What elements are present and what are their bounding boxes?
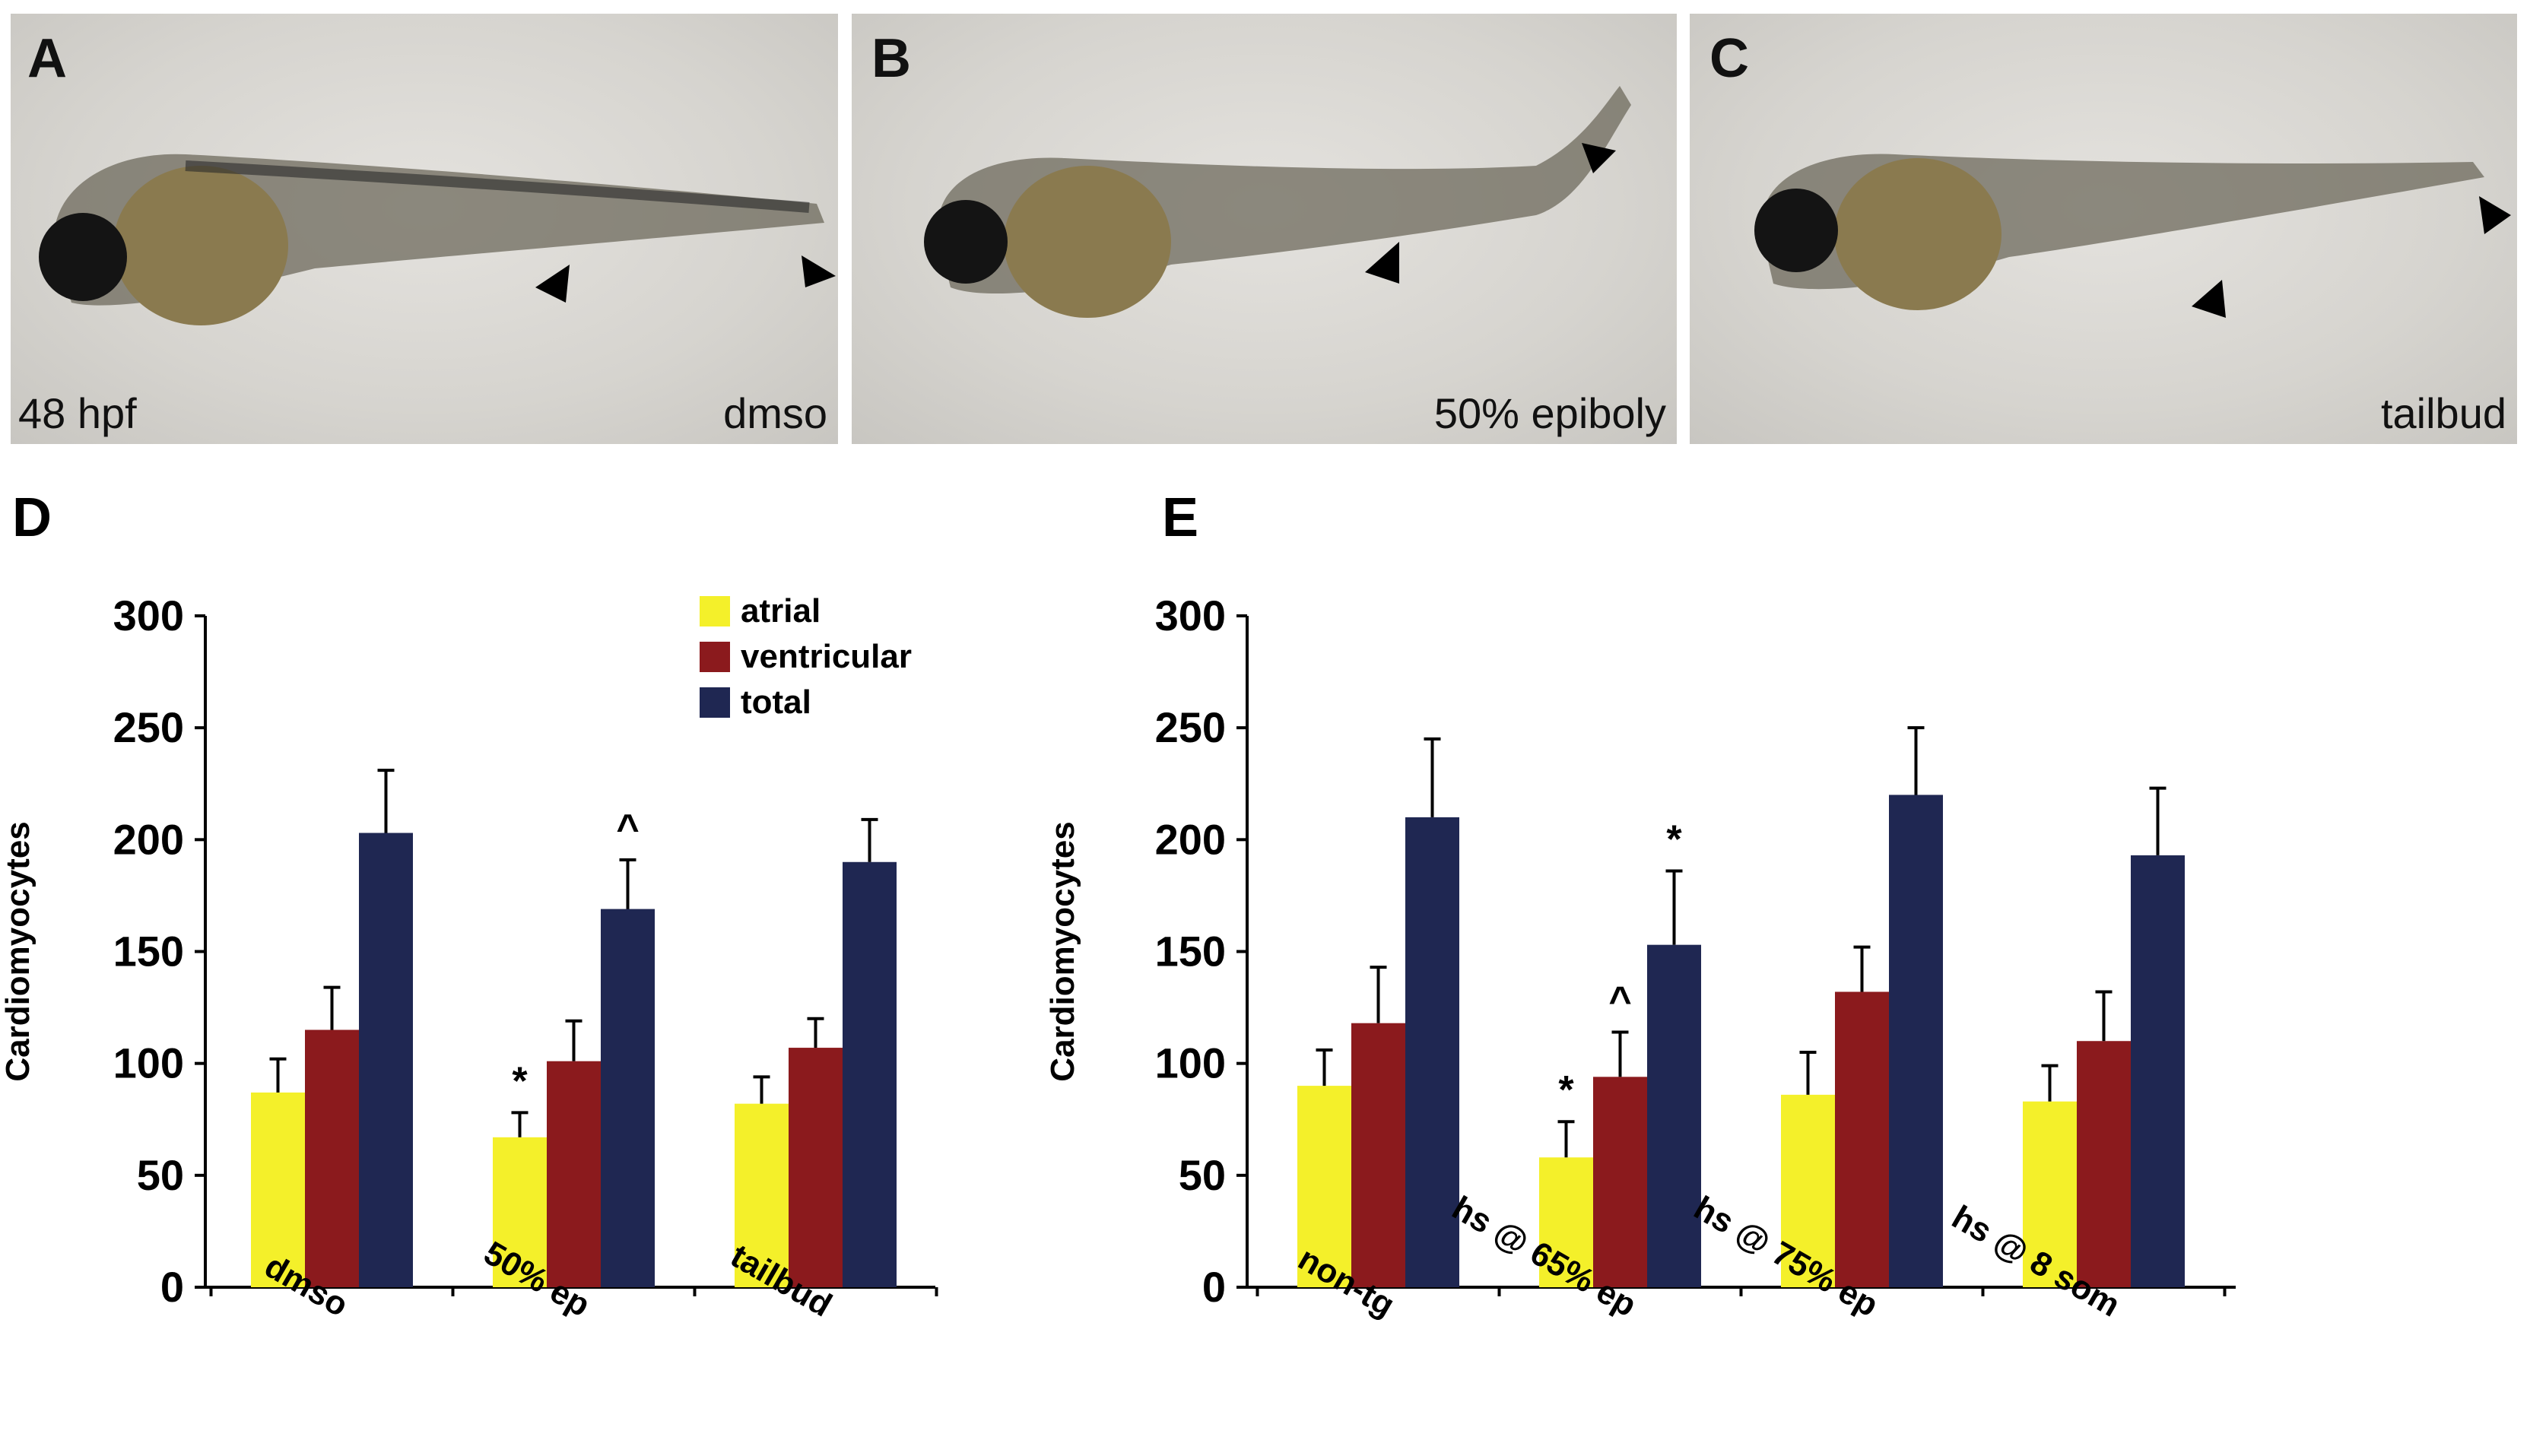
y-tick-label: 50	[137, 1151, 184, 1199]
significance-marker: *	[512, 1059, 528, 1103]
panel-c-image: C tailbud	[1690, 14, 2517, 444]
zebrafish-embryo-c	[1754, 154, 2511, 318]
legend-swatch	[700, 687, 730, 718]
bar	[789, 1048, 843, 1287]
bar	[735, 1103, 789, 1287]
y-tick-label: 200	[113, 815, 184, 863]
legend-swatch	[700, 642, 730, 672]
panel-a-treatment-label: dmso	[723, 389, 827, 437]
bar	[547, 1061, 601, 1287]
y-tick-label: 100	[113, 1039, 184, 1087]
y-tick-label: 250	[113, 703, 184, 751]
chart-letter-e: E	[1162, 487, 1199, 548]
y-tick-label: 0	[160, 1263, 184, 1311]
y-tick-label: 300	[113, 592, 184, 639]
y-tick-label: 150	[113, 928, 184, 975]
zebrafish-embryo-b	[924, 86, 1631, 318]
legend-label: ventricular	[741, 638, 912, 675]
bar	[601, 909, 655, 1287]
panel-letter-c: C	[1709, 28, 1749, 89]
panel-c-treatment-label: tailbud	[2380, 389, 2506, 437]
bar	[843, 861, 897, 1287]
significance-marker: ^	[616, 807, 639, 851]
chart-letter-d: D	[12, 487, 52, 548]
panel-b-treatment-label: 50% epiboly	[1433, 389, 1666, 437]
zebrafish-embryo-a	[39, 154, 836, 325]
bar	[359, 833, 413, 1287]
panel-letter-b: B	[871, 28, 911, 89]
legend-swatch	[700, 596, 730, 626]
panel-a-image: A 48 hpf dmso	[11, 14, 838, 444]
panel-letter-a: A	[27, 28, 67, 89]
bar	[251, 1092, 305, 1287]
y-axis-label: Cardiomyocytes	[0, 821, 37, 1081]
bar	[305, 1029, 359, 1287]
legend-label: atrial	[741, 592, 821, 630]
panel-b-image: B 50% epiboly	[852, 14, 1677, 444]
legend-label: total	[741, 684, 811, 721]
panel-a-stage-label: 48 hpf	[18, 389, 137, 437]
bar	[493, 1137, 547, 1287]
